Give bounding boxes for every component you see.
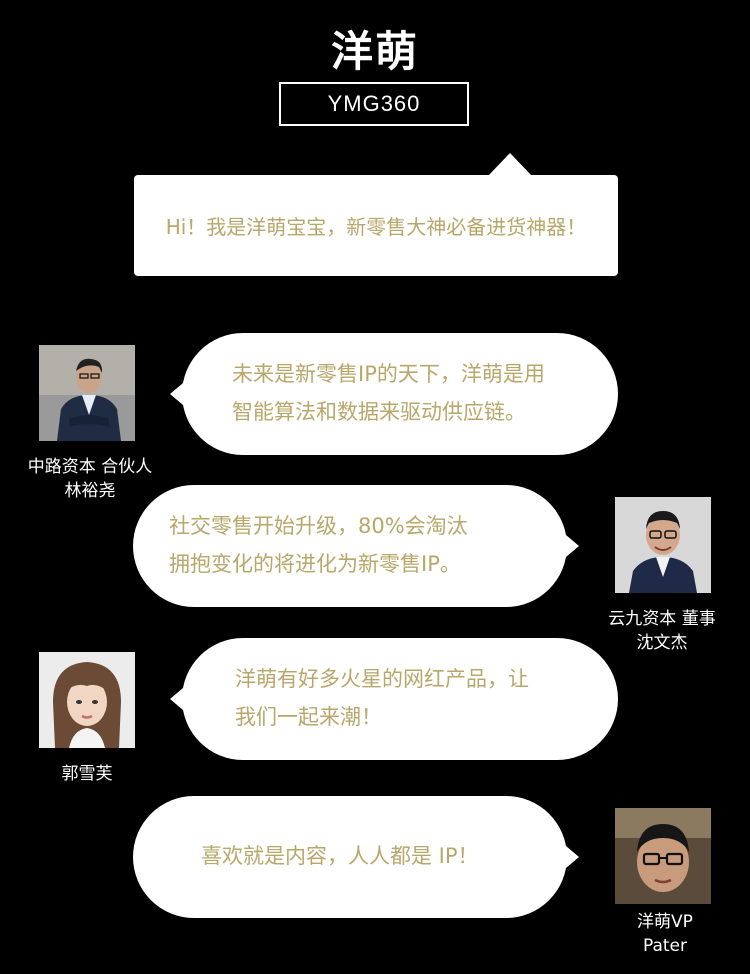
avatar <box>615 808 711 904</box>
bubble-tail <box>170 383 183 405</box>
quote-line: 洋萌有好多火星的网红产品，让 <box>235 667 529 691</box>
avatar <box>39 345 135 441</box>
quote-line: 我们一起来潮！ <box>235 705 382 729</box>
caption-line: 洋萌VP <box>637 912 693 932</box>
quote-3-bubble: 洋萌有好多火星的网红产品，让 我们一起来潮！ <box>170 638 618 760</box>
portrait-man-glasses-icon <box>615 497 711 593</box>
quote-4-bubble: 喜欢就是内容，人人都是 IP！ <box>133 796 579 918</box>
bubble-tail <box>170 688 183 710</box>
portrait-man-suit-icon <box>39 345 135 441</box>
avatar <box>615 497 711 593</box>
caption-line: 沈文杰 <box>636 633 688 653</box>
bubble-tail <box>566 846 579 868</box>
intro-pointer <box>488 153 532 176</box>
caption-line: 云九资本 董事 <box>608 609 716 629</box>
quote-line: 智能算法和数据来驱动供应链。 <box>232 400 526 424</box>
brand-code-box: YMG360 <box>279 82 469 126</box>
quote-2-bubble: 社交零售开始升级，80%会淘汰 拥抱变化的将进化为新零售IP。 <box>133 485 579 607</box>
page-title: 洋萌 <box>330 27 419 76</box>
caption-line: 林裕尧 <box>64 481 116 501</box>
quote-3-caption: 郭雪芙 <box>7 762 167 786</box>
intro-text: Hi！我是洋萌宝宝，新零售大神必备进货神器！ <box>165 215 587 239</box>
quote-2-caption: 云九资本 董事 沈文杰 <box>582 607 742 655</box>
bubble-tail <box>566 535 579 557</box>
quote-line: 社交零售开始升级，80%会淘汰 <box>169 514 468 538</box>
caption-line: 郭雪芙 <box>61 764 113 784</box>
portrait-woman-icon <box>39 652 135 748</box>
quote-1-bubble: 未来是新零售IP的天下，洋萌是用 智能算法和数据来驱动供应链。 <box>170 333 618 455</box>
quote-1-caption: 中路资本 合伙人 林裕尧 <box>10 455 170 503</box>
avatar <box>39 652 135 748</box>
intro-box: Hi！我是洋萌宝宝，新零售大神必备进货神器！ <box>134 153 618 276</box>
quote-line: 喜欢就是内容，人人都是 IP！ <box>201 844 479 868</box>
quote-4-caption: 洋萌VP Pater <box>585 910 745 958</box>
portrait-man-selfie-icon <box>615 808 711 904</box>
quote-line: 未来是新零售IP的天下，洋萌是用 <box>232 362 545 386</box>
caption-line: Pater <box>642 936 688 956</box>
quote-line: 拥抱变化的将进化为新零售IP。 <box>169 552 461 576</box>
caption-line: 中路资本 合伙人 <box>27 457 153 477</box>
